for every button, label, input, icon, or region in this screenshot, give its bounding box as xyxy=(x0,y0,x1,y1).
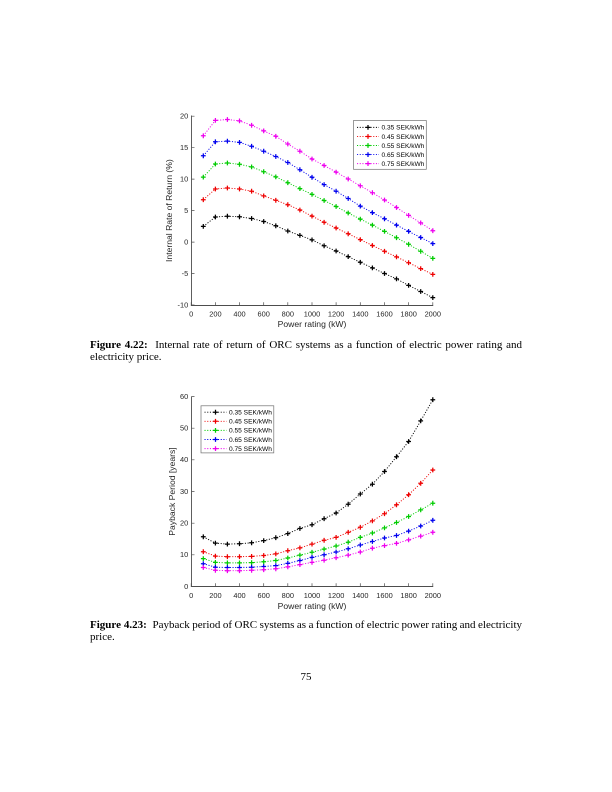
svg-text:60: 60 xyxy=(180,392,188,401)
svg-text:Internal Rate of Return (%): Internal Rate of Return (%) xyxy=(164,159,174,262)
svg-text:1200: 1200 xyxy=(328,310,344,319)
svg-text:15: 15 xyxy=(180,143,188,152)
svg-text:1200: 1200 xyxy=(328,591,344,600)
svg-text:400: 400 xyxy=(233,591,245,600)
svg-text:1000: 1000 xyxy=(304,591,320,600)
svg-text:5: 5 xyxy=(184,206,188,215)
svg-text:2000: 2000 xyxy=(425,310,441,319)
svg-text:40: 40 xyxy=(180,455,188,464)
svg-text:10: 10 xyxy=(180,550,188,559)
svg-text:0.65 SEK/kWh: 0.65 SEK/kWh xyxy=(229,437,272,444)
svg-text:0.75 SEK/kWh: 0.75 SEK/kWh xyxy=(382,161,425,168)
svg-text:50: 50 xyxy=(180,424,188,433)
svg-text:0.35 SEK/kWh: 0.35 SEK/kWh xyxy=(229,410,272,417)
svg-text:1600: 1600 xyxy=(376,310,392,319)
svg-text:1800: 1800 xyxy=(400,591,416,600)
svg-text:1800: 1800 xyxy=(400,310,416,319)
svg-text:0.55 SEK/kWh: 0.55 SEK/kWh xyxy=(382,143,425,150)
svg-text:30: 30 xyxy=(180,487,188,496)
svg-text:800: 800 xyxy=(282,310,294,319)
svg-text:0.75 SEK/kWh: 0.75 SEK/kWh xyxy=(229,446,272,453)
svg-text:1400: 1400 xyxy=(352,591,368,600)
svg-text:0: 0 xyxy=(184,238,188,247)
svg-text:2000: 2000 xyxy=(425,591,441,600)
svg-text:20: 20 xyxy=(180,112,188,121)
svg-text:20: 20 xyxy=(180,519,188,528)
svg-text:600: 600 xyxy=(258,310,270,319)
svg-text:0.65 SEK/kWh: 0.65 SEK/kWh xyxy=(382,152,425,159)
svg-text:Payback Period [years]: Payback Period [years] xyxy=(167,447,177,535)
svg-text:600: 600 xyxy=(258,591,270,600)
svg-text:Power rating (kW): Power rating (kW) xyxy=(278,319,347,329)
svg-text:200: 200 xyxy=(209,310,221,319)
svg-text:0: 0 xyxy=(189,591,193,600)
svg-text:800: 800 xyxy=(282,591,294,600)
svg-text:400: 400 xyxy=(233,310,245,319)
svg-text:200: 200 xyxy=(209,591,221,600)
svg-text:0.35 SEK/kWh: 0.35 SEK/kWh xyxy=(382,125,425,132)
svg-text:0: 0 xyxy=(184,582,188,591)
svg-text:10: 10 xyxy=(180,175,188,184)
svg-text:Power rating (kW): Power rating (kW) xyxy=(278,601,347,611)
svg-text:-5: -5 xyxy=(182,269,189,278)
svg-text:-10: -10 xyxy=(178,300,189,309)
svg-text:0.45 SEK/kWh: 0.45 SEK/kWh xyxy=(382,134,425,141)
svg-text:1400: 1400 xyxy=(352,310,368,319)
svg-text:0.55 SEK/kWh: 0.55 SEK/kWh xyxy=(229,428,272,435)
svg-text:1600: 1600 xyxy=(376,591,392,600)
svg-text:1000: 1000 xyxy=(304,310,320,319)
svg-text:0: 0 xyxy=(189,310,193,319)
svg-text:0.45 SEK/kWh: 0.45 SEK/kWh xyxy=(229,419,272,426)
